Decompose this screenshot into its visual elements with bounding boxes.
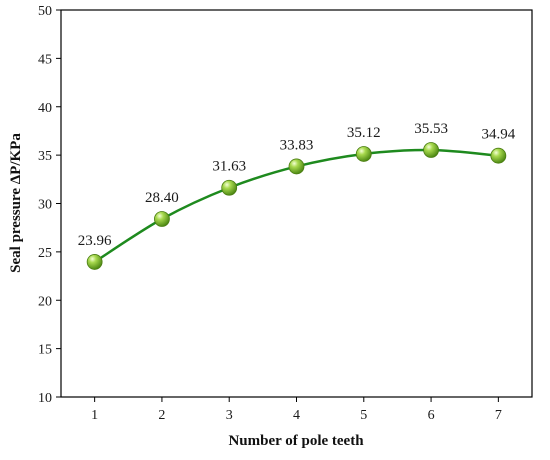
x-tick-label: 6 [428,408,435,423]
y-tick-label: 30 [38,198,52,213]
data-point [86,254,103,270]
y-axis-title: Seal pressure ΔP/KPa [8,133,24,273]
x-tick-label: 4 [293,408,300,423]
x-tick-label: 1 [91,408,98,423]
x-tick-label: 2 [158,408,165,423]
data-label: 35.12 [347,125,381,141]
data-point [355,146,372,162]
data-point [490,147,507,164]
plot-frame [60,9,533,398]
data-point [423,142,439,158]
data-label: 31.63 [212,159,246,175]
x-axis-title: Number of pole teeth [228,433,364,449]
y-tick-label: 50 [38,4,52,19]
y-tick-label: 10 [38,391,52,406]
data-label: 28.40 [145,190,179,206]
y-tick-label: 25 [38,246,52,261]
data-label: 33.83 [280,137,314,153]
data-label: 34.94 [481,127,515,143]
data-label: 35.53 [414,121,448,137]
data-points [86,142,507,270]
x-tick-label: 7 [495,408,502,423]
data-labels: 23.96 28.40 31.63 33.83 35.12 35.53 34.94 [78,121,516,249]
y-tick-label: 40 [38,101,52,116]
y-tick-label: 20 [38,294,52,309]
x-axis: 1 2 3 4 5 6 7 [91,397,502,423]
data-point [288,158,305,175]
y-tick-label: 35 [38,149,52,164]
data-point [221,179,238,196]
x-tick-label: 3 [226,408,233,423]
x-tick-label: 5 [360,408,367,423]
y-tick-label: 45 [38,52,52,67]
data-label: 23.96 [78,233,112,249]
y-tick-label: 15 [38,343,52,358]
y-axis: 10 15 20 25 30 35 40 45 50 [38,4,61,406]
data-point [154,211,170,227]
